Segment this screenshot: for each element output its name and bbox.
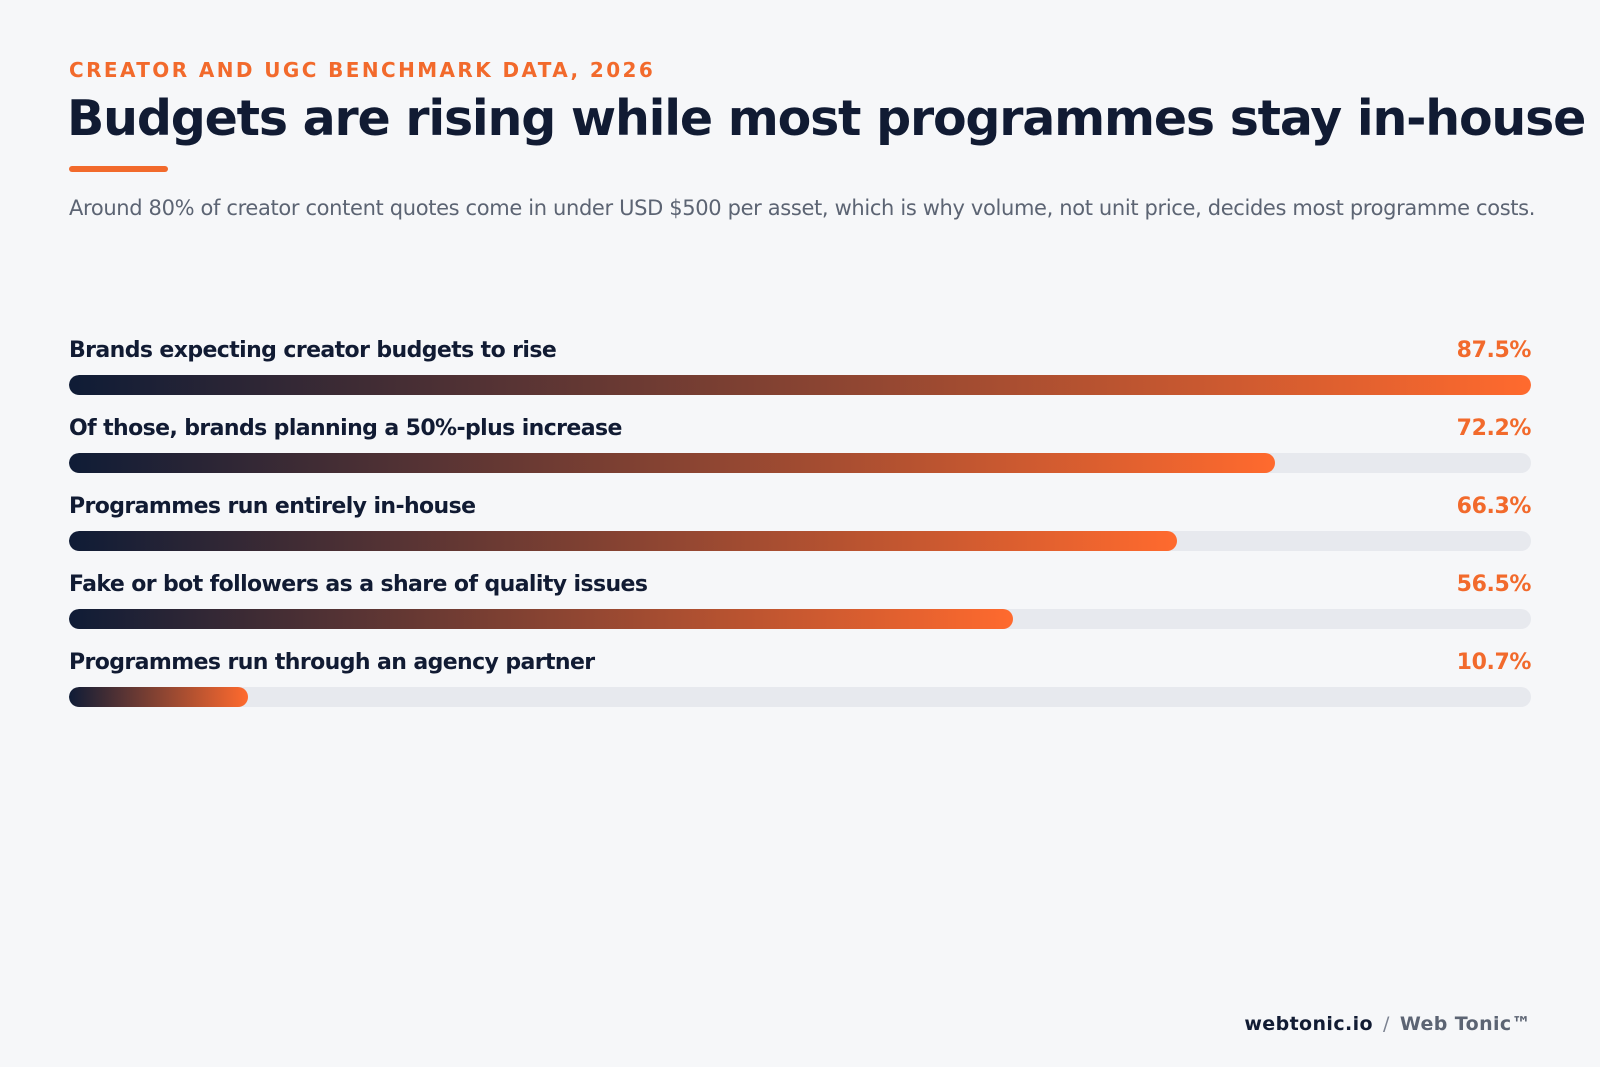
bar-row: Fake or bot followers as a share of qual… [69,569,1531,647]
page-title: Budgets are rising while most programmes… [67,90,1586,147]
bar-category-label: Programmes run entirely in-house [69,494,476,519]
bar-track [69,609,1531,629]
bar-value-label: 66.3% [1456,494,1532,519]
bar-value-label: 56.5% [1456,572,1532,597]
bar-value-label: 10.7% [1456,650,1532,675]
bar-category-label: Of those, brands planning a 50%-plus inc… [69,416,622,441]
footer-credit: webtonic.io / Web Tonic™ [1244,1013,1531,1035]
bar-value-label: 72.2% [1456,416,1532,441]
footer-brand: Web Tonic™ [1399,1013,1531,1035]
bar-track [69,687,1531,707]
bar-category-label: Brands expecting creator budgets to rise [69,338,557,363]
bar-category-label: Programmes run through an agency partner [69,650,595,675]
bar-row: Programmes run entirely in-house 66.3% [69,491,1531,569]
footer-domain[interactable]: webtonic.io [1244,1013,1373,1035]
bar-row: Of those, brands planning a 50%-plus inc… [69,413,1531,491]
bar-fill [69,375,1531,395]
bar-row: Brands expecting creator budgets to rise… [69,335,1531,413]
title-accent-rule [69,166,168,172]
bar-category-label: Fake or bot followers as a share of qual… [69,572,648,597]
bar-fill [69,609,1014,629]
bar-track [69,453,1531,473]
bar-chart: Brands expecting creator budgets to rise… [69,335,1531,725]
eyebrow-label: CREATOR AND UGC BENCHMARK DATA, 2026 [69,58,656,82]
bar-row: Programmes run through an agency partner… [69,647,1531,725]
bar-fill [69,687,248,707]
subtitle: Around 80% of creator content quotes com… [69,196,1536,220]
bar-track [69,375,1531,395]
footer-separator: / [1383,1013,1390,1035]
bar-fill [69,531,1177,551]
bar-value-label: 87.5% [1456,338,1532,363]
bar-fill [69,453,1276,473]
bar-track [69,531,1531,551]
